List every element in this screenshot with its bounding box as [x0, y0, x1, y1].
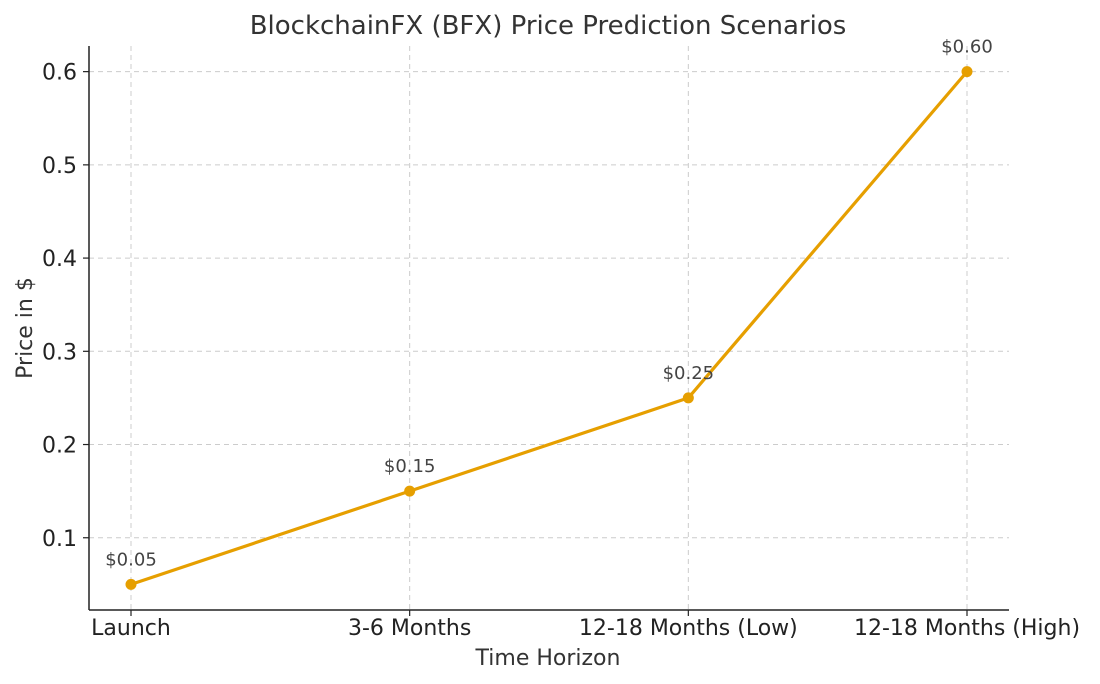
chart-title: BlockchainFX (BFX) Price Prediction Scen…: [250, 11, 847, 41]
x-tick-label: 3-6 Months: [348, 616, 471, 641]
x-ticks: Launch 3-6 Months 12-18 Months (Low) 12-18 …: [91, 610, 1080, 641]
y-tick-label: 0.3: [42, 340, 77, 365]
y-ticks: 0.1 0.2 0.3 0.4 0.5 0.6: [42, 61, 89, 552]
y-axis-label: Price in $: [13, 277, 38, 379]
data-point: [961, 66, 973, 78]
data-label: $0.05: [105, 549, 157, 570]
y-tick-label: 0.1: [42, 527, 77, 552]
grid: [89, 46, 1009, 610]
data-label: $0.15: [384, 456, 436, 477]
series: [125, 66, 973, 590]
data-point: [404, 485, 416, 497]
y-tick-label: 0.5: [42, 154, 77, 179]
x-tick-label: Launch: [91, 616, 171, 641]
data-point: [125, 578, 137, 590]
x-tick-label: 12-18 Months (Low): [579, 616, 798, 641]
data-labels: $0.05 $0.15 $0.25 $0.60: [105, 37, 993, 571]
x-tick-label: 12-18 Months (High): [854, 616, 1080, 641]
y-tick-label: 0.2: [42, 434, 77, 459]
data-label: $0.60: [941, 37, 993, 58]
data-point: [682, 392, 694, 404]
data-label: $0.25: [663, 363, 715, 384]
x-axis-label: Time Horizon: [475, 646, 621, 671]
y-tick-label: 0.6: [42, 61, 77, 86]
y-tick-label: 0.4: [42, 247, 77, 272]
series-line: [129, 70, 969, 586]
axes: [88, 46, 1009, 611]
